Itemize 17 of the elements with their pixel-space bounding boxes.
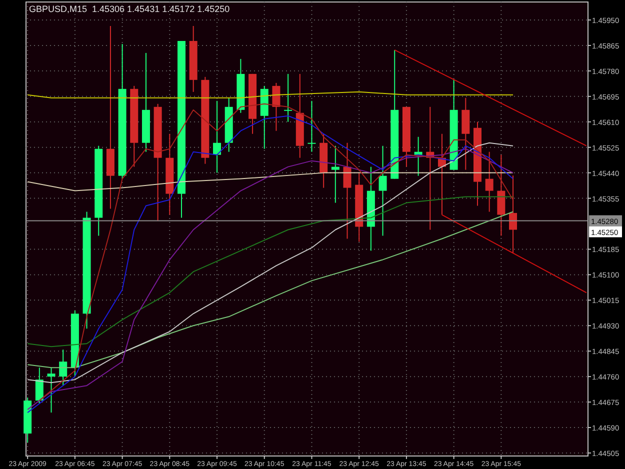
- candlestick: [284, 73, 292, 122]
- candlestick: [331, 145, 340, 204]
- candlestick: [59, 349, 68, 386]
- candlestick: [213, 100, 222, 174]
- line-series: [27, 196, 514, 348]
- line-series: [27, 172, 514, 192]
- candlestick: [509, 175, 518, 254]
- candlestick: [485, 151, 494, 212]
- candlestick: [35, 367, 44, 404]
- candlestick: [497, 154, 506, 236]
- candlestick: [378, 145, 387, 236]
- candlestick: [272, 82, 280, 132]
- candlestick: [462, 97, 470, 170]
- candlestick: [343, 142, 352, 240]
- candlestick: [308, 100, 316, 152]
- chart-title: GBPUSD,M15 1.45306 1.45431 1.45172 1.45250: [29, 4, 230, 14]
- candlestick: [47, 367, 56, 414]
